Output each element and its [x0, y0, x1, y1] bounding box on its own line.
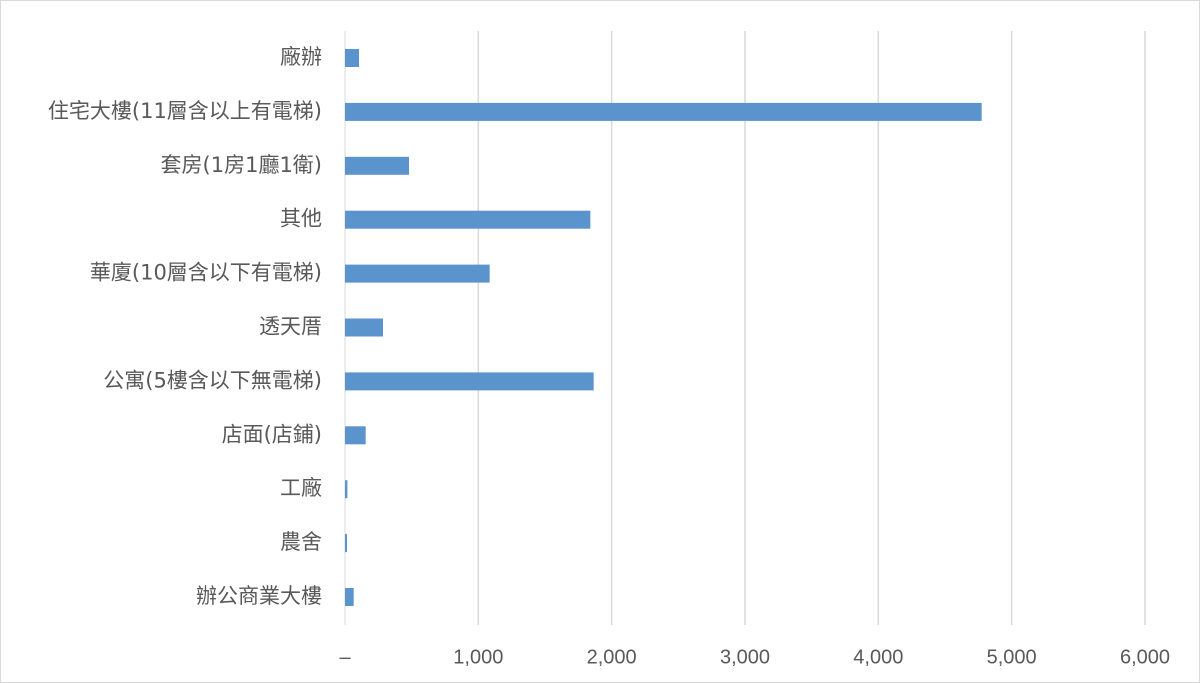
- bar: [345, 264, 490, 283]
- bar: [345, 426, 366, 445]
- bar: [345, 480, 348, 499]
- bar: [345, 318, 383, 337]
- x-tick-label: 6,000: [1120, 646, 1170, 668]
- category-label: 套房(1房1廳1衛): [161, 153, 322, 177]
- category-label: 農舍: [280, 530, 322, 554]
- x-tick-label: 5,000: [987, 646, 1037, 668]
- bar: [345, 588, 354, 606]
- x-tick-label: 3,000: [720, 646, 770, 668]
- x-tick-label: 4,000: [853, 646, 903, 668]
- category-label: 辦公商業大樓: [196, 584, 322, 608]
- category-label: 廠辦: [280, 45, 322, 69]
- gridlines: [344, 31, 1146, 625]
- category-label: 其他: [280, 207, 322, 231]
- x-tick-label: 1,000: [453, 646, 503, 668]
- category-label: 工廠: [280, 476, 322, 500]
- bar: [345, 534, 347, 553]
- bars: [345, 49, 982, 606]
- bar: [345, 372, 594, 391]
- x-tick-label: –: [339, 646, 351, 668]
- bar: [345, 210, 591, 229]
- bar: [345, 102, 982, 121]
- category-label: 住宅大樓(11層含以上有電梯): [48, 99, 322, 123]
- bar: [345, 156, 409, 175]
- x-axis-tick-labels: – 1,000 2,000 3,000 4,000 5,000 6,000: [339, 646, 1170, 668]
- bar: [345, 49, 359, 67]
- category-label: 店面(店鋪): [222, 422, 322, 446]
- category-label: 透天厝: [259, 315, 322, 339]
- category-label: 公寓(5樓含以下無電梯): [103, 368, 322, 392]
- category-label: 華廈(10層含以下有電梯): [90, 261, 322, 285]
- x-tick-label: 2,000: [587, 646, 637, 668]
